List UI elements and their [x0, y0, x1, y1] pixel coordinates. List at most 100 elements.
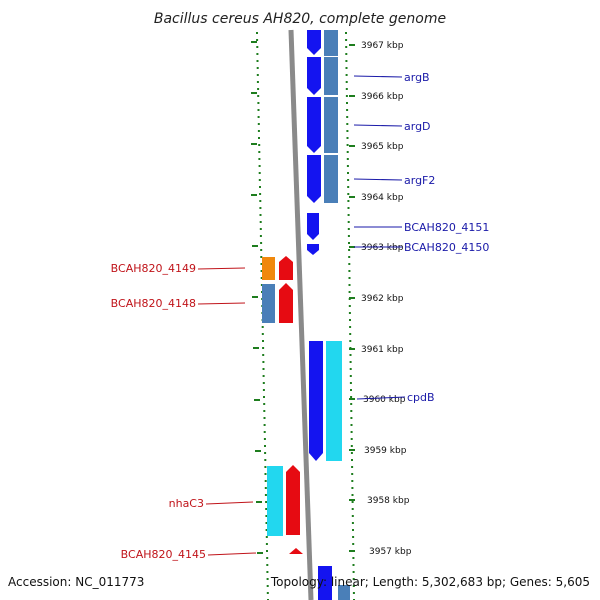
border-dot: [352, 543, 355, 545]
border-dot: [345, 53, 348, 55]
map-title: Bacillus cereus AH820, complete genome: [154, 11, 446, 27]
gene-labels-left: BCAH820_4149 BCAH820_4148 nhaC3 BCAH820_…: [111, 262, 257, 561]
border-dot: [349, 361, 352, 363]
border-dot: [266, 585, 269, 587]
border-dot: [351, 494, 354, 496]
border-dot: [347, 207, 350, 209]
border-dot: [350, 424, 353, 426]
border-dot: [352, 564, 355, 566]
border-dot: [264, 459, 267, 461]
border-dot: [260, 270, 263, 272]
kbp-label: 3958 kbp: [367, 496, 410, 506]
border-dot: [263, 424, 266, 426]
border-dot: [349, 333, 352, 335]
border-dot: [350, 389, 352, 391]
leader-line: [353, 178, 403, 181]
border-dot: [256, 39, 259, 41]
border-dot: [265, 508, 268, 510]
border-dot: [266, 592, 269, 594]
border-dot: [266, 571, 269, 573]
cds-box-4149: [262, 257, 275, 280]
border-dot: [347, 172, 349, 174]
border-dot: [351, 508, 354, 510]
kbp-ticks: [251, 41, 355, 554]
leader-line: [197, 267, 246, 270]
border-dot: [352, 571, 355, 573]
border-dot: [256, 67, 259, 69]
border-dot: [345, 60, 348, 62]
gene-arrow: [307, 97, 321, 153]
kbp-label: 3966 kbp: [361, 92, 404, 102]
gene-arrow: [307, 155, 321, 203]
border-dot: [258, 165, 261, 167]
border-dot: [260, 277, 263, 279]
gene-arrow: [307, 30, 321, 55]
leader-line: [353, 124, 403, 127]
border-dot: [346, 137, 349, 139]
border-dot: [351, 473, 354, 475]
border-dot: [349, 326, 352, 328]
border-dot: [350, 438, 353, 440]
border-dot: [262, 340, 264, 342]
gene-arrow-4149: [279, 256, 293, 280]
border-dot: [348, 256, 351, 258]
border-dot: [348, 242, 350, 244]
border-dot: [265, 543, 268, 545]
strand-forward-blue: [307, 30, 332, 600]
border-dot: [264, 445, 266, 447]
border-dot: [345, 95, 348, 97]
border-dot: [261, 326, 264, 328]
border-dot: [352, 592, 355, 594]
border-dot: [257, 88, 260, 90]
border-dot: [262, 368, 265, 370]
border-dot: [263, 410, 266, 412]
border-dot: [345, 67, 348, 69]
gene-label-BCAH820_4151: BCAH820_4151: [404, 221, 489, 234]
leader-line: [207, 552, 257, 556]
border-dot: [259, 235, 262, 237]
border-dot: [347, 214, 350, 216]
border-dot: [263, 431, 266, 433]
border-dot: [347, 200, 350, 202]
border-dot: [352, 585, 355, 587]
border-dot: [345, 88, 348, 90]
border-dot: [257, 102, 260, 104]
kbp-labels: 3967 kbp 3966 kbp 3965 kbp 3964 kbp 3963…: [361, 41, 412, 557]
border-dot: [266, 578, 269, 580]
border-dot: [260, 263, 263, 265]
border-dot: [257, 95, 260, 97]
border-dot: [264, 473, 267, 475]
border-dot: [345, 39, 348, 41]
border-dot: [264, 494, 267, 496]
border-dot: [346, 109, 349, 111]
border-dot: [346, 130, 349, 132]
border-dot: [346, 165, 349, 167]
border-dot: [349, 319, 351, 321]
kbp-label: 3959 kbp: [364, 446, 407, 456]
accession-text: Accession: NC_011773: [8, 575, 144, 589]
border-dot: [352, 536, 355, 538]
kbp-label: 3964 kbp: [361, 193, 404, 203]
border-dot: [352, 557, 355, 559]
border-dot: [347, 228, 350, 230]
border-dot: [346, 151, 349, 153]
border-dot: [260, 256, 263, 258]
border-dot: [350, 431, 353, 433]
border-dot: [266, 557, 269, 559]
border-dot: [350, 445, 353, 447]
border-dot: [262, 375, 265, 377]
gene-label-BCAH820_4145: BCAH820_4145: [121, 548, 206, 561]
border-dot: [352, 578, 355, 580]
border-dot: [259, 200, 262, 202]
cds-box: [324, 155, 338, 203]
border-dot: [349, 368, 352, 370]
cds-box-4148: [262, 284, 275, 323]
border-dot: [346, 144, 349, 146]
cds-box: [324, 57, 338, 95]
border-dot: [256, 81, 259, 83]
gene-label-BCAH820_4148: BCAH820_4148: [111, 297, 196, 310]
gene-arrow: [309, 341, 323, 461]
border-dot: [351, 466, 354, 468]
border-dot: [351, 515, 354, 517]
